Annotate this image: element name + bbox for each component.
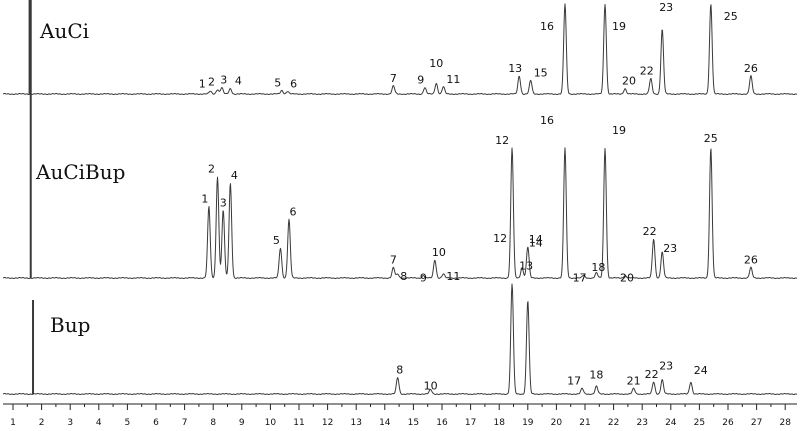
peak-label: 20 — [620, 271, 634, 284]
peak-label: 24 — [694, 364, 708, 377]
chromatogram-traces — [2, 3, 798, 395]
x-tick-label: 27 — [751, 418, 762, 428]
peak-label: 16 — [540, 20, 554, 33]
x-tick-label: 21 — [579, 418, 590, 428]
peak-label: 23 — [659, 1, 673, 14]
trace-label-bup: Bup — [50, 313, 90, 337]
peak-label: 5 — [273, 234, 280, 247]
x-tick-label: 10 — [265, 418, 277, 428]
peak-label: 14 — [529, 237, 543, 250]
x-tick-label: 9 — [239, 418, 245, 428]
solvent-front-peaks — [28, 0, 35, 394]
trace-line-aucibup — [2, 147, 798, 279]
peak-label: 22 — [640, 65, 654, 78]
peak-label: 9 — [420, 271, 427, 284]
x-tick-label: 18 — [493, 418, 505, 428]
trace-line-auci — [2, 3, 798, 95]
peak-label: 19 — [612, 124, 626, 137]
peak-label: 11 — [446, 73, 460, 86]
peak-label: 13 — [508, 62, 522, 75]
peak-label: 1 — [199, 77, 206, 90]
x-tick-label: 12 — [322, 418, 333, 428]
peak-label: 23 — [659, 360, 673, 373]
x-tick-label: 6 — [153, 418, 159, 428]
peak-label: 25 — [704, 132, 718, 145]
x-tick-label: 2 — [39, 418, 45, 428]
x-tick-label: 23 — [636, 418, 647, 428]
x-tick-label: 26 — [722, 418, 734, 428]
x-tick-label: 13 — [350, 418, 361, 428]
x-tick-label: 16 — [436, 418, 448, 428]
peak-label: 3 — [220, 196, 227, 209]
peak-label: 8 — [400, 270, 407, 283]
x-tick-label: 14 — [379, 418, 391, 428]
peak-label: 16 — [540, 114, 554, 127]
x-tick-label: 7 — [182, 418, 188, 428]
peak-label: 1 — [201, 193, 208, 206]
peak-label: 2 — [208, 76, 215, 89]
peak-label: 11 — [446, 270, 460, 283]
peak-label: 26 — [744, 254, 758, 267]
x-tick-label: 8 — [210, 418, 216, 428]
x-tick-label: 5 — [125, 418, 131, 428]
peak-label: 19 — [612, 20, 626, 33]
peak-label: 7 — [390, 72, 397, 85]
peak-label: 12 — [495, 134, 509, 147]
peak-label: 26 — [744, 62, 758, 75]
peak-label: 14 — [529, 233, 543, 246]
peak-label: 22 — [643, 225, 657, 238]
peak-label: 4 — [231, 169, 238, 182]
x-tick-label: 4 — [96, 418, 102, 428]
trace-label-aucibup: AuCiBup — [35, 160, 125, 184]
peak-label: 22 — [645, 368, 659, 381]
peak-label: 8 — [396, 364, 403, 377]
x-axis: 1 2 3 4 5 6 7 8 9 10 11 12 13 14 15 16 17 18 19 20 21 22 23 24 2… — [3, 403, 797, 428]
peak-label: 4 — [235, 75, 242, 88]
peak-label: 15 — [534, 67, 548, 80]
peak-label: 18 — [591, 261, 605, 274]
peak-label: 20 — [622, 75, 636, 88]
peak-label: 5 — [274, 76, 281, 89]
x-tick-label: 22 — [608, 418, 619, 428]
peak-label: 10 — [429, 57, 443, 70]
x-tick-label: 1 — [10, 418, 16, 428]
x-tick-label: 25 — [694, 418, 705, 428]
peak-label: 2 — [208, 163, 215, 176]
x-tick-label: 17 — [465, 418, 476, 428]
peak-label: 18 — [589, 368, 603, 381]
x-tick-label: 20 — [551, 418, 563, 428]
trace-line-bup — [2, 283, 798, 395]
peak-label: 9 — [417, 74, 424, 87]
peak-label: 10 — [432, 246, 446, 259]
x-tick-label: 3 — [67, 418, 73, 428]
x-tick-label: 15 — [408, 418, 419, 428]
peak-label: 21 — [627, 375, 641, 388]
peak-label: 13 — [519, 260, 533, 273]
peak-label: 6 — [290, 206, 297, 219]
x-tick-label: 11 — [293, 418, 304, 428]
peak-label: 10 — [424, 380, 438, 393]
peak-label: 6 — [290, 77, 297, 90]
peak-label: 7 — [390, 254, 397, 267]
trace-label-auci: AuCi — [39, 19, 89, 43]
peak-label: 25 — [724, 10, 738, 23]
peak-label: 17 — [567, 375, 581, 388]
peak-label: 3 — [220, 74, 227, 87]
peak-label: 23 — [663, 242, 677, 255]
peak-label: 17 — [573, 271, 587, 284]
peak-label: 12 — [493, 232, 507, 245]
x-tick-label: 28 — [779, 418, 791, 428]
x-tick-label: 24 — [665, 418, 677, 428]
x-tick-label: 19 — [522, 418, 534, 428]
